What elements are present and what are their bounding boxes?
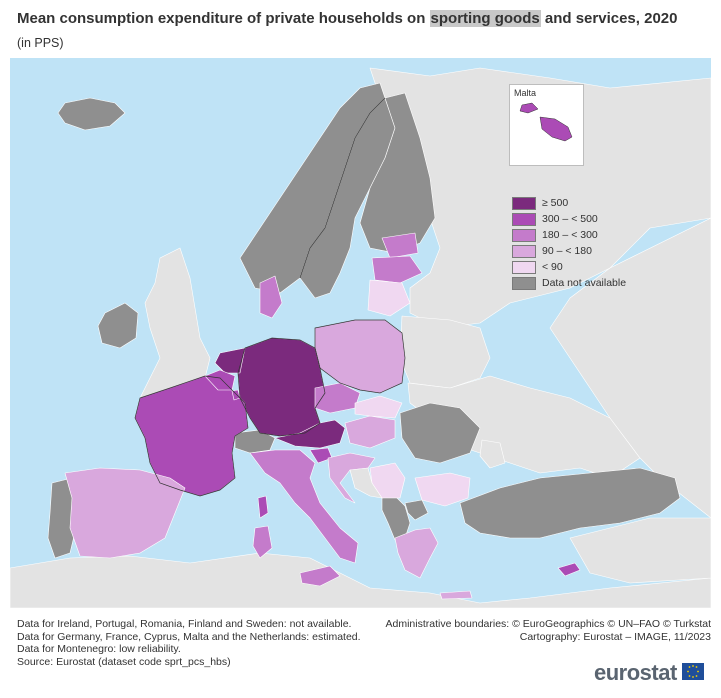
legend-label: 90 – < 180	[542, 245, 592, 257]
region-malta-island	[539, 116, 573, 142]
region-middle-east	[569, 517, 711, 584]
source-note: Source: Eurostat (dataset code sprt_pcs_…	[17, 655, 231, 668]
region-latvia	[371, 255, 423, 284]
region-russia-caucasus	[549, 217, 711, 519]
region-estonia	[381, 232, 419, 259]
region-bosnia	[349, 467, 383, 499]
region-ireland	[97, 302, 139, 349]
legend-label: < 90	[542, 261, 563, 273]
region-austria	[274, 419, 346, 449]
region-lithuania	[367, 279, 411, 317]
region-bulgaria	[414, 472, 471, 507]
region-belarus	[399, 315, 491, 389]
region-north-macedonia	[404, 499, 429, 521]
region-slovakia	[354, 395, 403, 419]
region-denmark	[259, 275, 283, 319]
legend-label: 180 – < 300	[542, 229, 598, 241]
map-subtitle: (in PPS)	[17, 36, 64, 50]
region-croatia	[327, 452, 376, 504]
region-cyprus	[557, 562, 581, 577]
eurostat-logo: eurostat	[594, 660, 708, 686]
region-greece	[394, 527, 439, 579]
map-title: Mean consumption expenditure of private …	[17, 10, 678, 27]
region-spain	[64, 467, 186, 559]
malta-inset-map	[519, 102, 573, 142]
region-sardinia	[252, 525, 273, 559]
region-germany	[237, 337, 326, 437]
region-turkiye	[459, 467, 681, 539]
region-italy	[249, 449, 359, 564]
region-poland	[314, 319, 406, 394]
legend-swatch	[512, 229, 536, 242]
malta-inset: Malta	[509, 84, 584, 166]
region-sicily	[299, 565, 341, 587]
legend-swatch	[512, 197, 536, 210]
legend-label: Data not available	[542, 277, 627, 289]
region-belgium	[204, 369, 236, 391]
legend-label: 300 – < 500	[542, 213, 598, 225]
legend-swatch	[512, 213, 536, 226]
region-iceland	[57, 97, 126, 131]
map-svg	[10, 67, 711, 608]
footnotes: Data for Ireland, Portugal, Romania, Fin…	[17, 618, 361, 668]
credits: Administrative boundaries: © EuroGeograp…	[385, 618, 711, 643]
cartography-credit: Cartography: Eurostat – IMAGE, 11/2023	[519, 630, 711, 643]
legend-swatch	[512, 245, 536, 258]
legend-swatch	[512, 261, 536, 274]
footnote: Data for Germany, France, Cyprus, Malta …	[17, 630, 361, 643]
region-belarus-moldova	[479, 439, 506, 469]
boundaries-credit: Administrative boundaries: © EuroGeograp…	[385, 618, 711, 630]
legend-swatch	[512, 277, 536, 290]
map-canvas	[10, 58, 711, 608]
eu-flag-icon	[682, 663, 704, 680]
eurostat-wordmark: eurostat	[594, 660, 677, 685]
footnote: Data for Ireland, Portugal, Romania, Fin…	[17, 618, 352, 630]
legend-label: ≥ 500	[542, 197, 569, 209]
region-corsica	[257, 495, 269, 519]
region-crete	[439, 590, 473, 600]
region-netherlands	[214, 347, 246, 374]
region-hungary	[344, 415, 396, 449]
region-romania	[399, 402, 481, 464]
footnote: Data for Montenegro: low reliability.	[17, 643, 181, 655]
malta-inset-label: Malta	[514, 88, 537, 98]
region-gozo	[519, 102, 539, 114]
title-highlight: sporting goods	[429, 10, 541, 27]
